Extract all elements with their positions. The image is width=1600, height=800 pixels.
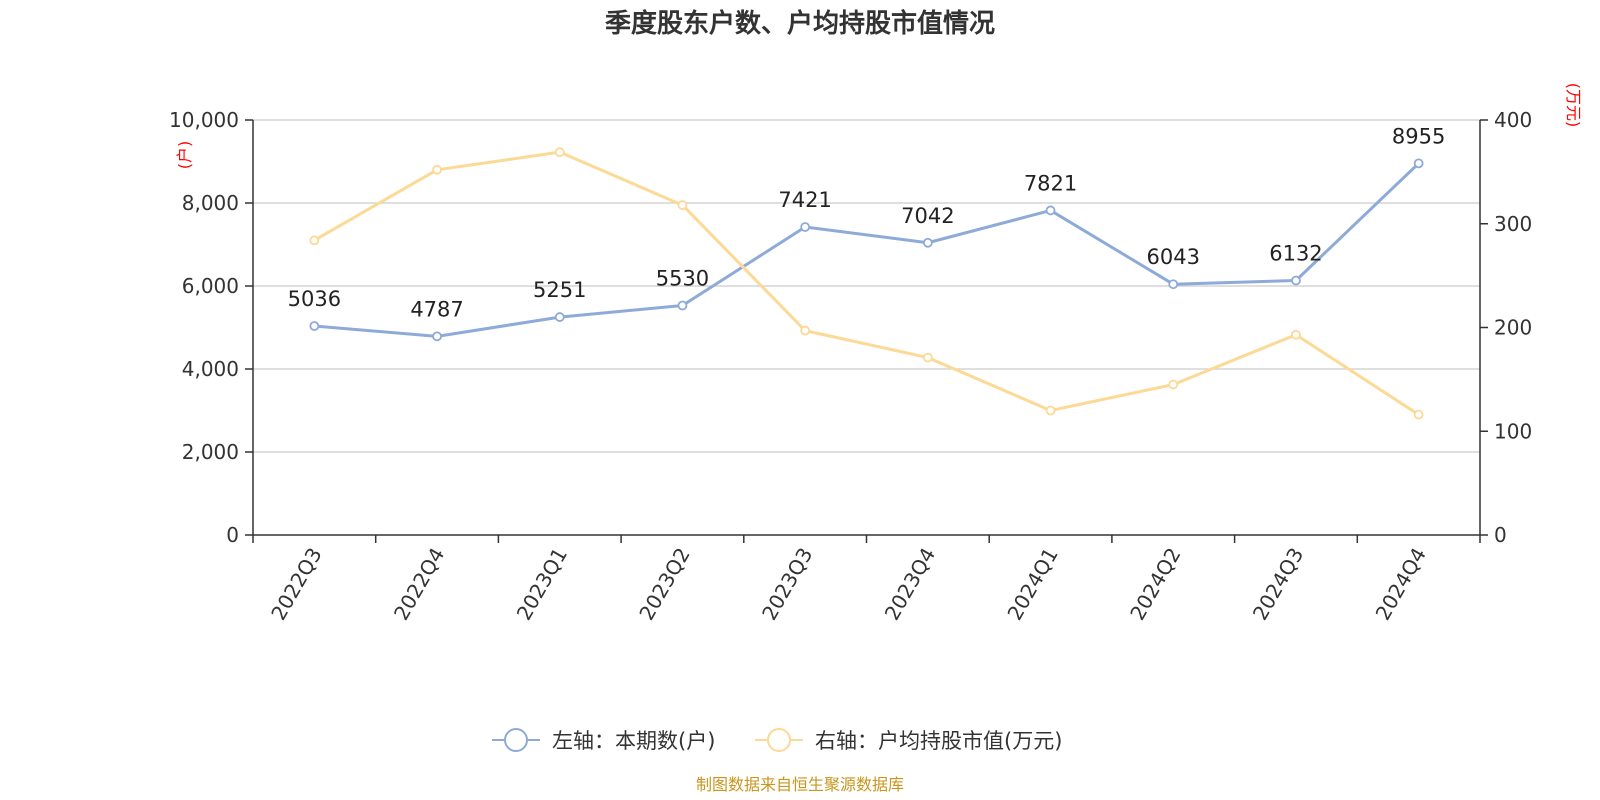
x-axis-tick-label: 2022Q3: [266, 544, 326, 625]
data-point[interactable]: [677, 200, 688, 210]
right-axis-tick-label: 0: [1494, 523, 1507, 547]
data-point[interactable]: [677, 300, 688, 311]
data-label: 7421: [778, 188, 831, 212]
chart-title: 季度股东户数、户均持股市值情况: [605, 8, 995, 39]
data-point[interactable]: [432, 164, 442, 175]
right-axis-unit: (万元): [1564, 83, 1583, 128]
left-axis-unit: (户): [175, 141, 194, 170]
data-label: 7821: [1024, 171, 1077, 195]
right-axis-tick-label: 300: [1494, 212, 1532, 236]
left-axis-tick-label: 6,000: [182, 274, 239, 298]
legend-marker: [767, 728, 791, 752]
x-axis-tick-label: 2023Q2: [634, 544, 694, 625]
data-label: 8955: [1392, 124, 1445, 148]
data-point[interactable]: [309, 235, 320, 246]
x-axis-tick-label: 2024Q4: [1371, 544, 1431, 625]
data-point[interactable]: [1168, 379, 1179, 390]
data-label: 5530: [656, 267, 709, 291]
data-label: 4787: [410, 297, 463, 321]
data-point[interactable]: [432, 331, 442, 342]
data-point[interactable]: [1168, 279, 1179, 290]
data-point[interactable]: [554, 312, 565, 322]
data-point[interactable]: [1413, 158, 1424, 169]
data-point[interactable]: [309, 321, 320, 331]
source-note: 制图数据来自恒生聚源数据库: [696, 775, 904, 794]
legend-item-1[interactable]: 左轴：本期数(户): [492, 728, 715, 753]
grid-lines: [253, 119, 1480, 453]
left-axis-tick-label: 8,000: [182, 191, 239, 215]
right-axis-tick-label: 200: [1494, 316, 1532, 340]
series-line-1: [314, 162, 1420, 338]
legend[interactable]: 左轴：本期数(户) 右轴：户均持股市值(万元): [492, 728, 1062, 753]
series-layer: 5036 4787 5251 5530 7421 7042 7821 6043 6132 8955: [288, 124, 1445, 420]
x-axis-tick-label: 2023Q1: [512, 544, 572, 625]
data-label: 6043: [1147, 245, 1200, 269]
left-axis-tick-label: 2,000: [182, 440, 239, 464]
left-axis-tick-label: 0: [226, 523, 239, 547]
data-point[interactable]: [1413, 409, 1424, 420]
right-axis-tick-label: 400: [1494, 108, 1532, 132]
data-point[interactable]: [922, 237, 933, 248]
data-label: 5036: [288, 287, 341, 311]
left-axis-tick-label: 10,000: [169, 108, 239, 132]
data-label: 5251: [533, 278, 586, 302]
x-axis-tick-label: 2022Q4: [389, 544, 449, 625]
legend-item-2[interactable]: 右轴：户均持股市值(万元): [755, 728, 1062, 753]
right-axis-tick-label: 100: [1494, 419, 1532, 443]
data-point[interactable]: [1045, 205, 1056, 216]
data-point[interactable]: [1291, 329, 1301, 340]
data-point[interactable]: [922, 352, 933, 363]
axes: 0 2,000 4,000 6,000 8,000 10,000 0 100 200 300 400…: [169, 108, 1532, 624]
data-point[interactable]: [800, 325, 811, 336]
data-label: 6132: [1269, 242, 1322, 266]
x-axis-tick-label: 2023Q4: [880, 544, 940, 625]
legend-label: 左轴：本期数(户): [552, 729, 715, 753]
data-point[interactable]: [554, 147, 565, 158]
x-axis-tick-label: 2023Q3: [757, 544, 817, 625]
data-label: 7042: [901, 204, 954, 228]
legend-label: 右轴：户均持股市值(万元): [815, 729, 1062, 753]
x-axis-tick-label: 2024Q1: [1002, 544, 1062, 625]
left-axis-tick-label: 4,000: [182, 357, 239, 381]
legend-marker: [504, 728, 528, 752]
series-line-2: [313, 150, 1420, 416]
data-point[interactable]: [800, 222, 811, 232]
x-axis-tick-label: 2024Q3: [1248, 544, 1308, 625]
x-axis-tick-label: 2024Q2: [1125, 544, 1185, 625]
data-point[interactable]: [1045, 405, 1056, 416]
data-point[interactable]: [1291, 275, 1301, 286]
